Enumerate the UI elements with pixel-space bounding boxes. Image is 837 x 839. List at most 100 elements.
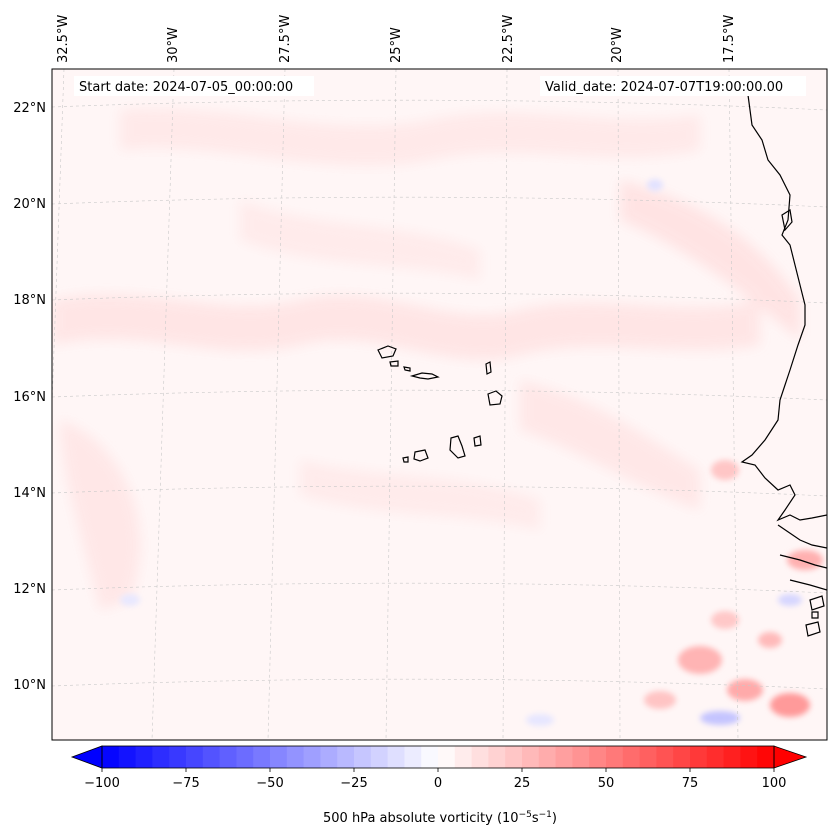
colorbar-segment (589, 746, 607, 768)
coastlines (740, 94, 827, 637)
meridian-line (267, 69, 286, 740)
colorbar: −100 −75 −50 −25 0 25 50 75 100 500 hPa absolute… (70, 745, 808, 826)
longitude-labels: 32.5°W 30°W 27.5°W 25°W 22.5°W 20°W 17.5… (56, 15, 737, 63)
vorticity-field (52, 69, 827, 740)
parallel-line (52, 389, 827, 401)
lat-label: 10°N (13, 678, 46, 693)
island-santo-antao (377, 345, 397, 359)
lat-label: 12°N (13, 582, 46, 597)
island-brava (402, 456, 409, 463)
colorbar-segment (387, 746, 405, 768)
lon-label: 17.5°W (722, 15, 737, 63)
vorticity-cell (770, 693, 810, 717)
colorbar-segment (370, 746, 389, 768)
lat-label: 14°N (13, 486, 46, 501)
valid-date-box (540, 76, 806, 96)
colorbar-segment (538, 746, 557, 768)
colorbar-segment (337, 746, 355, 768)
start-date-label: Start date: 2024-07-05_00:00:00 (79, 80, 293, 95)
colorbar-segment (639, 746, 657, 768)
parallel-line (52, 485, 827, 497)
lat-label: 22°N (13, 101, 46, 116)
colorbar-segment (740, 746, 758, 768)
colorbar-segment (118, 746, 137, 768)
latitude-labels: 22°N 20°N 18°N 16°N 14°N 12°N 10°N (13, 101, 46, 693)
map-background (52, 69, 827, 740)
colorbar-extend-min (70, 745, 103, 769)
parallel-line (52, 196, 827, 208)
colorbar-segment (673, 746, 691, 768)
colorbar-segment (522, 746, 540, 768)
vorticity-cell (700, 711, 740, 725)
vorticity-band (300, 460, 540, 530)
colorbar-segment (219, 746, 237, 768)
colorbar-segment (505, 746, 523, 768)
colorbar-segment (488, 746, 506, 768)
colorbar-segment (253, 746, 271, 768)
coast-island (781, 209, 793, 232)
vorticity-cell (526, 714, 554, 726)
lon-label: 22.5°W (501, 15, 516, 63)
colorbar-tick-label: 100 (762, 776, 787, 791)
meridian-line (617, 69, 621, 740)
island-sao-nicolau (409, 372, 440, 380)
lon-label: 27.5°W (278, 15, 293, 63)
island-sal (485, 361, 492, 375)
colorbar-segment (454, 746, 473, 768)
colorbar-segment (471, 746, 489, 768)
vorticity-cell (758, 632, 782, 648)
vorticity-cell (778, 594, 802, 606)
lon-label: 20°W (610, 27, 625, 63)
colorbar-segment (320, 746, 338, 768)
info-labels: Start date: 2024-07-05_00:00:00 Valid_da… (74, 76, 806, 96)
colorbar-segment (236, 746, 254, 768)
vorticity-band (120, 108, 700, 166)
valid-date-label: Valid_date: 2024-07-07T19:00:00.00 (545, 80, 783, 95)
vorticity-cell (678, 646, 722, 674)
vorticity-cell (727, 679, 763, 701)
colorbar-segment (706, 746, 725, 768)
colorbar-segment (354, 746, 372, 768)
africa-coastline (777, 524, 827, 549)
colorbar-segments (102, 746, 775, 768)
colorbar-segment (169, 746, 187, 768)
map-panel (51, 68, 828, 741)
island-santiago (449, 435, 466, 459)
lat-label: 16°N (13, 390, 46, 405)
meridian-line (385, 69, 397, 740)
colorbar-segment (606, 746, 624, 768)
lon-label: 32.5°W (56, 15, 71, 63)
lon-label: 25°W (389, 27, 404, 63)
colorbar-tick-label: 50 (598, 776, 615, 791)
coast-island (805, 621, 821, 637)
colorbar-ticks: −100 −75 −50 −25 0 25 50 75 100 (84, 768, 786, 791)
meridian-line (728, 69, 739, 740)
vorticity-band (60, 420, 141, 610)
colorbar-tick-label: −50 (256, 776, 283, 791)
colorbar-segment (202, 746, 221, 768)
island-fogo (413, 449, 429, 462)
vorticity-cell (120, 594, 140, 606)
lat-label: 18°N (13, 293, 46, 308)
colorbar-segment (270, 746, 288, 768)
meridian-line (502, 69, 508, 740)
colorbar-segment (135, 746, 153, 768)
map-frame (51, 68, 828, 741)
colorbar-segment (152, 746, 170, 768)
colorbar-tick-label: −100 (84, 776, 120, 791)
island-maio (473, 435, 482, 447)
colorbar-segment (757, 746, 775, 768)
colorbar-segment (303, 746, 321, 768)
colorbar-segment (723, 746, 741, 768)
parallel-line (52, 678, 827, 690)
colorbar-segment (438, 746, 456, 768)
colorbar-segment (186, 746, 204, 768)
colorbar-label: 500 hPa absolute vorticity (10−5s−1) (323, 810, 557, 826)
colorbar-tick-label: 75 (682, 776, 699, 791)
vorticity-cell (711, 611, 739, 629)
island-boa-vista (487, 390, 503, 406)
vorticity-cell (711, 460, 739, 480)
island-santa-luzia (403, 366, 411, 372)
lat-label: 20°N (13, 197, 46, 212)
colorbar-extend-max (773, 745, 808, 769)
